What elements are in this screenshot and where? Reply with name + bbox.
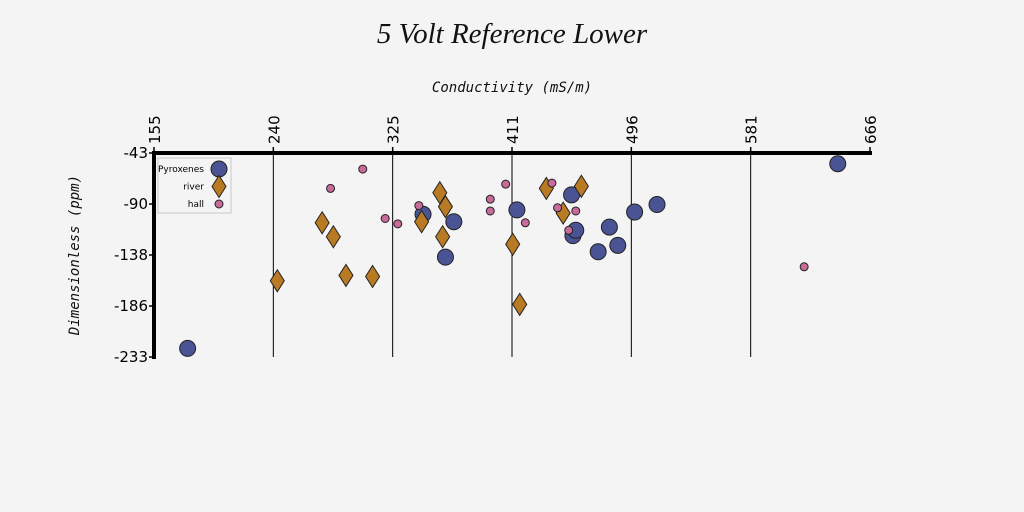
x-tick-label: 240 — [265, 115, 283, 144]
legend-label-pyroxenes: Pyroxenes — [158, 165, 204, 175]
pyroxenes-point — [600, 218, 618, 236]
x-tick-label: 666 — [862, 115, 880, 144]
x-tick-labels: 155 240 325 411 496 581 666 — [146, 115, 880, 144]
pyroxenes-point — [829, 155, 847, 173]
x-axis-label: Conductivity (mS/m) — [432, 80, 592, 96]
legend-label-river: river — [183, 183, 204, 193]
hall-point — [553, 203, 563, 213]
hall-point — [564, 225, 574, 235]
x-tick-label: 155 — [146, 115, 164, 144]
chart-title: 5 Volt Reference Lower — [377, 18, 648, 50]
pyroxenes-point — [179, 339, 197, 357]
pyroxenes-point — [508, 201, 526, 219]
legend-river-diamond — [211, 174, 227, 199]
river-diamond — [435, 224, 451, 249]
y-tick-label: -138 — [114, 246, 148, 264]
pyroxenes-point — [648, 196, 666, 214]
hall-point — [799, 262, 809, 272]
river-diamond — [512, 292, 528, 317]
y-tick-label: -43 — [124, 144, 149, 162]
y-tick-label: -233 — [114, 348, 148, 366]
hall-point — [520, 218, 530, 228]
river-diamond — [269, 268, 285, 293]
legend-label-hall: hall — [188, 200, 204, 210]
pyroxenes-point — [609, 236, 627, 254]
river-diamond — [414, 209, 430, 234]
hall-point — [501, 179, 511, 189]
axes — [149, 147, 872, 359]
river-diamond — [364, 264, 381, 289]
river-diamond — [338, 263, 354, 288]
hall-point — [380, 213, 390, 223]
hall-point — [393, 219, 403, 229]
hall-point — [414, 201, 424, 211]
legend: Pyroxenes river hall — [157, 157, 232, 214]
hall-point — [485, 206, 495, 216]
y-tick-label: -90 — [124, 195, 149, 213]
pyroxenes-point — [589, 243, 607, 261]
river-diamond — [325, 224, 341, 249]
pyroxenes-point — [445, 213, 463, 231]
y-tick-label: -186 — [114, 297, 148, 315]
river-diamond — [437, 194, 454, 219]
y-tick-labels: -43 -90 -138 -186 -233 — [114, 144, 148, 366]
hall-point — [571, 206, 581, 216]
legend-hall-point — [214, 199, 224, 209]
hall-point — [547, 178, 557, 188]
x-tick-label: 496 — [623, 115, 641, 144]
river-diamond — [573, 174, 589, 199]
river-diamond — [505, 232, 521, 257]
x-tick-label: 581 — [743, 115, 761, 144]
hall-point — [358, 164, 368, 174]
data-points — [179, 155, 847, 357]
x-tick-label: 411 — [504, 115, 522, 144]
x-tick-label: 325 — [385, 115, 403, 144]
pyroxenes-point — [436, 248, 454, 266]
river-diamond — [314, 210, 330, 235]
pyroxenes-point — [626, 203, 644, 221]
y-axis-label: Dimensionless (ppm) — [67, 175, 83, 336]
hall-point — [326, 183, 336, 193]
hall-point — [485, 194, 495, 204]
